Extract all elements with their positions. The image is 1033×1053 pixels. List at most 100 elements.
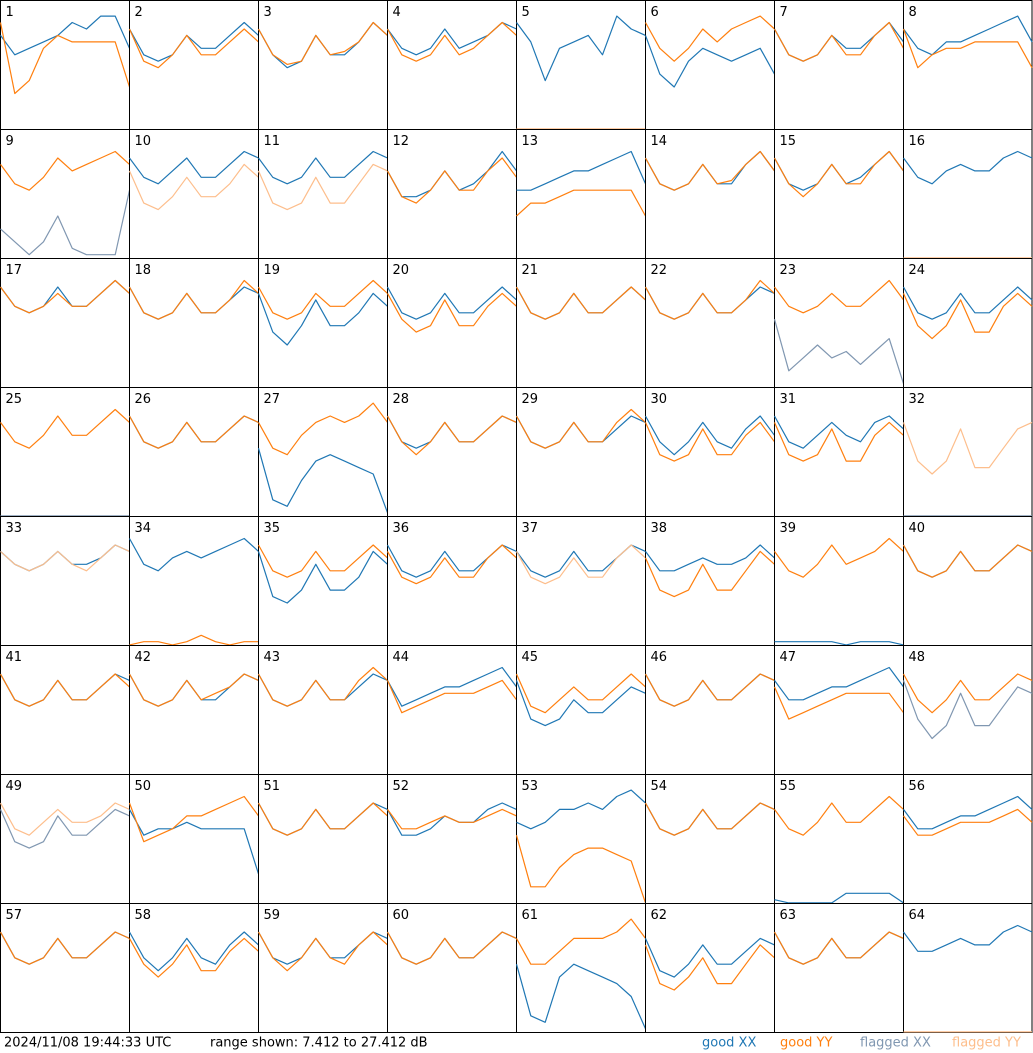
- panel-label: 34: [135, 521, 152, 536]
- panel-group: 58: [128, 903, 259, 1033]
- panel: [516, 387, 646, 517]
- panel-group: 1: [0, 0, 131, 130]
- panel-group: 20: [386, 258, 517, 388]
- spectrum-line: [516, 15, 646, 82]
- spectrum-line: [128, 28, 259, 69]
- panel-group: 61: [515, 903, 647, 1033]
- spectrum-line: [129, 634, 259, 646]
- panel-group: 56: [903, 774, 1033, 904]
- legend-entry: flagged YY: [952, 1036, 1021, 1051]
- panel: [387, 0, 517, 130]
- panel: [387, 903, 517, 1033]
- spectrum-line: [128, 21, 259, 62]
- panel-group: 50: [128, 774, 260, 904]
- spectrum-line: [258, 150, 388, 185]
- spectrum-line: [257, 666, 388, 707]
- legend-entry: good YY: [780, 1036, 832, 1051]
- panel-group: 19: [257, 258, 388, 388]
- spectrum-line: [386, 292, 517, 333]
- spectrum-line: [386, 931, 517, 965]
- panel-label: 17: [6, 263, 23, 278]
- spectrum-line: [644, 937, 775, 978]
- spectrum-line: [386, 666, 517, 707]
- panel-label: 3: [264, 5, 272, 20]
- spectrum-line: [257, 550, 388, 604]
- panel: [129, 129, 259, 259]
- spectrum-line: [902, 673, 1033, 714]
- spectrum-line: [903, 808, 1033, 836]
- panel-label: 28: [393, 392, 410, 407]
- spectrum-line: [386, 157, 517, 204]
- panel-label: 7: [780, 5, 788, 20]
- panel-group: 42: [128, 645, 259, 775]
- panel-label: 42: [135, 650, 152, 665]
- spectrum-line: [129, 150, 259, 185]
- panel-group: 49: [0, 774, 130, 904]
- spectrum-line: [644, 150, 775, 191]
- spectrum-line: [257, 544, 388, 578]
- panel-label: 63: [780, 908, 797, 923]
- panel-label: 6: [651, 5, 659, 20]
- panel-group: 15: [773, 129, 904, 259]
- spectrum-line: [128, 279, 259, 320]
- panel: [0, 0, 130, 130]
- panel-label: 14: [651, 134, 668, 149]
- panel-group: 26: [128, 387, 259, 517]
- spectrum-line: [257, 802, 388, 836]
- panel: [258, 516, 388, 646]
- panel-group: 54: [644, 774, 775, 904]
- panel-group: 31: [773, 387, 904, 517]
- spectrum-line: [257, 931, 388, 972]
- panel: [129, 645, 259, 775]
- panel-group: 16: [903, 129, 1033, 259]
- spectrum-line: [903, 924, 1033, 952]
- panel: [258, 129, 388, 259]
- panel-label: 40: [909, 521, 926, 536]
- panel-label: 39: [780, 521, 797, 536]
- spectrum-line: [0, 808, 130, 849]
- spectrum-line: [515, 544, 646, 585]
- panel: [258, 645, 388, 775]
- spectrum-line: [128, 809, 260, 875]
- panel-label: 10: [135, 134, 152, 149]
- spectrum-line: [128, 795, 259, 843]
- panel: [0, 516, 130, 646]
- panel: [387, 387, 517, 517]
- panel-group: 4: [386, 0, 517, 130]
- panel-label: 8: [909, 5, 917, 20]
- spectrum-line: [0, 279, 130, 314]
- spectrum-line: [387, 808, 517, 830]
- panel: [774, 774, 904, 904]
- spectrum-line: [386, 21, 517, 62]
- panel-group: 2: [128, 0, 259, 130]
- panel-group: 52: [386, 774, 517, 904]
- panel: [774, 129, 904, 259]
- panel-group: 41: [0, 645, 130, 775]
- panel-group: 12: [386, 129, 517, 259]
- panel-label: 52: [393, 779, 410, 794]
- panel: [387, 258, 517, 388]
- panel-label: 46: [651, 650, 668, 665]
- spectrum-line: [903, 795, 1033, 830]
- panel: [516, 0, 646, 130]
- panel-label: 12: [393, 134, 410, 149]
- spectrum-line: [515, 835, 647, 904]
- panel-label: 33: [6, 521, 23, 536]
- spectrum-line: [0, 22, 131, 95]
- panel: [645, 903, 775, 1033]
- panel-label: 35: [264, 521, 281, 536]
- spectrum-line: [773, 21, 905, 62]
- spectrum-line: [644, 279, 775, 320]
- panel: [258, 258, 388, 388]
- spectrum-line: [0, 544, 130, 572]
- spectrum-line: [644, 802, 775, 836]
- spectrum-line: [644, 421, 775, 462]
- panel: [903, 258, 1033, 388]
- panel-group: 36: [386, 516, 517, 646]
- panel-label: 29: [522, 392, 539, 407]
- panel-group: 48: [902, 645, 1033, 775]
- panel-label: 56: [909, 779, 926, 794]
- spectrum-line: [773, 150, 904, 198]
- spectrum-line: [386, 679, 517, 714]
